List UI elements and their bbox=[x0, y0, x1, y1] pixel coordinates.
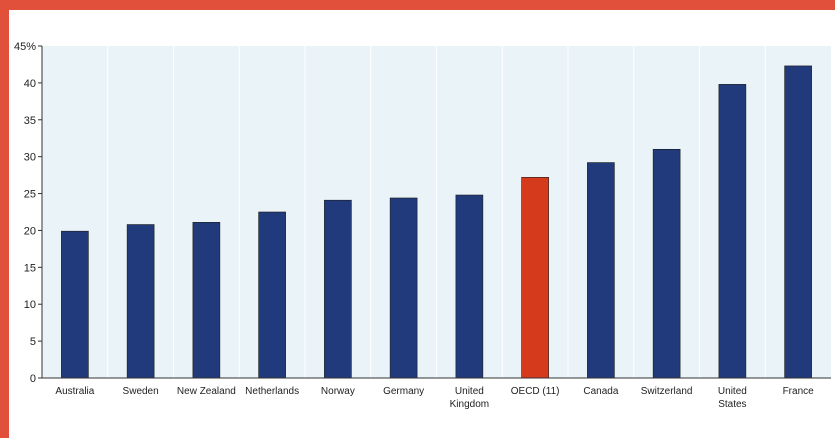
bar-australia bbox=[61, 230, 89, 379]
x-category-label: Australia bbox=[55, 386, 94, 397]
y-tick-label: 20 bbox=[24, 225, 36, 237]
bar-france bbox=[784, 65, 812, 379]
y-tick-label: 30 bbox=[24, 152, 36, 164]
y-tick-label: 15 bbox=[24, 262, 36, 274]
x-category-label: Sweden bbox=[123, 386, 159, 397]
left-frame-band bbox=[0, 0, 9, 438]
bar-canada bbox=[587, 162, 615, 379]
bar-netherlands bbox=[258, 211, 286, 379]
y-tick-label: 45% bbox=[14, 41, 36, 53]
y-tick-label: 25 bbox=[24, 189, 36, 201]
x-category-label: New Zealand bbox=[177, 386, 236, 397]
bar-new-zealand bbox=[192, 222, 221, 379]
x-category-label: United States bbox=[718, 386, 747, 410]
x-category-label: Switzerland bbox=[641, 386, 693, 397]
bars bbox=[61, 65, 812, 379]
bar-sweden bbox=[126, 224, 155, 379]
y-tick-label: 35 bbox=[24, 115, 36, 127]
x-category-label: Canada bbox=[583, 386, 618, 397]
top-frame-band bbox=[0, 0, 835, 10]
y-tick-label: 5 bbox=[30, 336, 36, 348]
gridlines bbox=[107, 46, 766, 378]
bar-united-kingdom bbox=[455, 194, 484, 379]
y-tick-label: 40 bbox=[24, 78, 36, 90]
x-category-label: United Kingdom bbox=[450, 386, 489, 410]
y-tick-label: 0 bbox=[30, 373, 36, 385]
y-tick-label: 10 bbox=[24, 299, 36, 311]
x-category-label: Norway bbox=[321, 386, 355, 397]
x-category-label: Netherlands bbox=[245, 386, 299, 397]
bar-oecd-11 bbox=[521, 177, 549, 379]
x-category-label: France bbox=[783, 386, 815, 397]
bar-united-states bbox=[718, 84, 747, 379]
x-axis-labels: Australia Sweden New Zealand Netherlands Nor… bbox=[55, 386, 814, 410]
bar-norway bbox=[324, 199, 352, 379]
x-category-label: Germany bbox=[383, 386, 424, 397]
y-axis-ticks: 0 5 10 15 20 25 30 35 40 45% bbox=[14, 41, 42, 385]
bar-germany bbox=[389, 197, 418, 379]
x-category-label: OECD (11) bbox=[511, 386, 560, 397]
bar-switzerland bbox=[652, 148, 681, 379]
